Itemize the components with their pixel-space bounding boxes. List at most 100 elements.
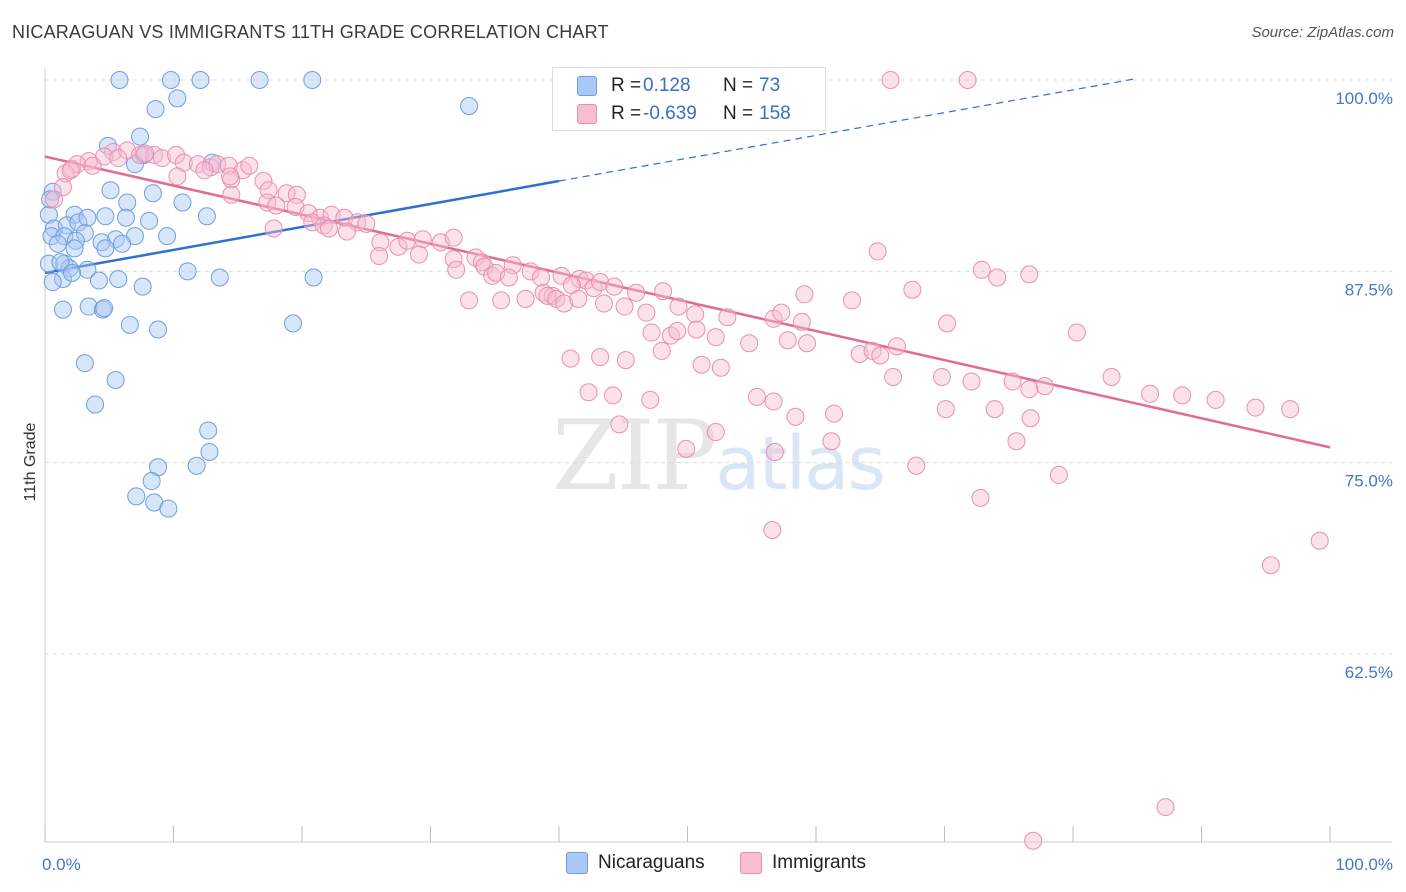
point-nicaraguans bbox=[41, 190, 60, 209]
point-nicaraguans bbox=[79, 297, 98, 316]
point-immigrants bbox=[348, 213, 367, 232]
point-nicaraguans bbox=[460, 97, 479, 116]
point-immigrants bbox=[1156, 798, 1175, 817]
point-immigrants bbox=[319, 219, 338, 238]
point-immigrants bbox=[303, 213, 322, 232]
point-immigrants bbox=[594, 294, 613, 313]
point-immigrants bbox=[1206, 390, 1225, 409]
point-immigrants bbox=[692, 355, 711, 374]
point-immigrants bbox=[104, 142, 123, 161]
point-immigrants bbox=[686, 305, 705, 324]
x-tick-label: 0.0% bbox=[42, 855, 81, 874]
point-immigrants bbox=[687, 320, 706, 339]
point-immigrants bbox=[264, 219, 283, 238]
point-immigrants bbox=[985, 400, 1004, 419]
point-immigrants bbox=[1102, 367, 1121, 386]
r-value: -0.639 bbox=[643, 103, 697, 124]
point-immigrants bbox=[795, 285, 814, 304]
point-immigrants bbox=[824, 404, 843, 423]
point-immigrants bbox=[881, 71, 900, 89]
point-nicaraguans bbox=[140, 211, 159, 230]
y-tick-label: 87.5% bbox=[1345, 280, 1393, 299]
point-nicaraguans bbox=[187, 456, 206, 475]
point-immigrants bbox=[936, 400, 955, 419]
point-immigrants bbox=[763, 521, 782, 540]
point-immigrants bbox=[778, 331, 797, 350]
point-immigrants bbox=[499, 268, 518, 287]
point-immigrants bbox=[222, 185, 241, 204]
point-nicaraguans bbox=[95, 299, 114, 318]
point-nicaraguans bbox=[106, 371, 125, 390]
point-immigrants bbox=[1024, 831, 1043, 850]
point-immigrants bbox=[83, 156, 102, 175]
point-immigrants bbox=[887, 337, 906, 356]
point-immigrants bbox=[1020, 265, 1039, 284]
point-nicaraguans bbox=[116, 208, 135, 227]
point-immigrants bbox=[389, 237, 408, 256]
point-immigrants bbox=[747, 387, 766, 406]
point-immigrants bbox=[109, 149, 128, 168]
point-nicaraguans bbox=[86, 395, 105, 414]
point-nicaraguans bbox=[143, 184, 162, 203]
point-immigrants bbox=[195, 161, 214, 180]
point-immigrants bbox=[938, 314, 957, 333]
point-immigrants bbox=[1049, 465, 1068, 484]
point-immigrants bbox=[1021, 409, 1040, 428]
legend-row-nicaraguans: R = 0.128 N = 73 bbox=[577, 73, 799, 99]
point-immigrants bbox=[555, 294, 574, 313]
point-immigrants bbox=[637, 303, 656, 322]
point-immigrants bbox=[764, 392, 783, 411]
point-immigrants bbox=[460, 291, 479, 310]
point-nicaraguans bbox=[142, 472, 161, 491]
point-immigrants bbox=[447, 260, 466, 279]
point-nicaraguans bbox=[303, 71, 322, 89]
legend-item-nicaraguans[interactable]: Nicaraguans bbox=[566, 852, 705, 874]
n-label: N = bbox=[723, 75, 754, 96]
point-nicaraguans bbox=[127, 487, 146, 506]
point-nicaraguans bbox=[89, 271, 108, 290]
point-immigrants bbox=[706, 423, 725, 442]
n-value: 73 bbox=[759, 75, 781, 96]
point-immigrants bbox=[1246, 398, 1265, 417]
chart-title: NICARAGUAN VS IMMIGRANTS 11TH GRADE CORR… bbox=[12, 22, 609, 42]
point-immigrants bbox=[413, 230, 432, 249]
point-nicaraguans bbox=[96, 207, 115, 226]
point-immigrants bbox=[136, 144, 155, 163]
point-immigrants bbox=[605, 277, 624, 296]
point-nicaraguans bbox=[43, 273, 62, 292]
point-nicaraguans bbox=[60, 259, 79, 278]
legend-item-immigrants[interactable]: Immigrants bbox=[740, 852, 866, 874]
point-immigrants bbox=[398, 231, 417, 250]
point-nicaraguans bbox=[178, 262, 197, 281]
point-nicaraguans bbox=[304, 268, 323, 287]
point-immigrants bbox=[466, 248, 485, 267]
point-immigrants bbox=[932, 367, 951, 386]
point-immigrants bbox=[61, 161, 80, 180]
point-immigrants bbox=[576, 271, 595, 290]
y-tick-label: 75.0% bbox=[1345, 472, 1393, 491]
point-immigrants bbox=[409, 245, 428, 264]
watermark-zip: ZIP bbox=[552, 400, 717, 512]
legend-label: Nicaraguans bbox=[598, 852, 705, 873]
point-nicaraguans bbox=[51, 253, 70, 272]
point-immigrants bbox=[1173, 386, 1192, 405]
point-immigrants bbox=[842, 291, 861, 310]
point-immigrants bbox=[168, 167, 187, 186]
point-immigrants bbox=[718, 308, 737, 327]
point-immigrants bbox=[661, 326, 680, 345]
watermark-atlas: atlas bbox=[715, 421, 886, 507]
legend-swatch-nicaraguans bbox=[566, 852, 588, 874]
point-immigrants bbox=[152, 149, 171, 168]
point-immigrants bbox=[267, 196, 286, 215]
point-immigrants bbox=[492, 291, 511, 310]
point-nicaraguans bbox=[110, 71, 129, 89]
point-nicaraguans bbox=[78, 260, 97, 279]
point-nicaraguans bbox=[161, 71, 180, 89]
point-immigrants bbox=[884, 367, 903, 386]
point-nicaraguans bbox=[57, 216, 76, 235]
point-immigrants bbox=[221, 167, 240, 186]
point-nicaraguans bbox=[120, 315, 139, 334]
point-nicaraguans bbox=[113, 234, 132, 253]
point-immigrants bbox=[822, 432, 841, 451]
point-immigrants bbox=[167, 146, 186, 165]
